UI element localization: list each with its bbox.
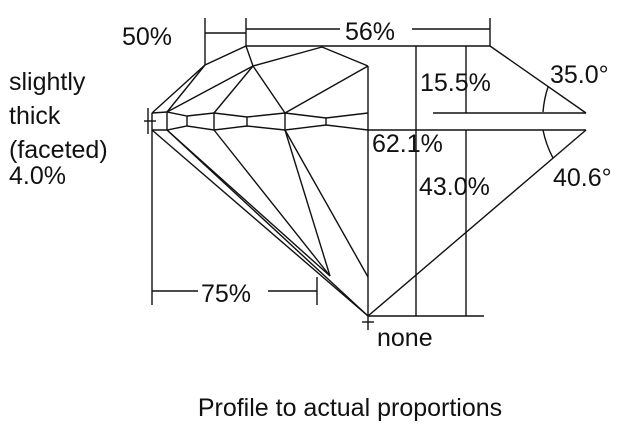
total-depth-label: 62.1% bbox=[372, 130, 443, 158]
pavilion-depth-label: 43.0% bbox=[419, 173, 490, 201]
girdle-label-line1: slightly bbox=[9, 68, 86, 96]
star-label: 75% bbox=[201, 280, 251, 308]
pavilion-angle-label: 40.6° bbox=[553, 164, 612, 192]
crown-facets bbox=[166, 45, 369, 114]
girdle-facets bbox=[144, 108, 369, 134]
caption: Profile to actual proportions bbox=[198, 394, 502, 422]
pavilion-facets bbox=[166, 129, 369, 317]
table-label: 56% bbox=[345, 18, 395, 46]
lower-girdle-label: 50% bbox=[122, 23, 172, 51]
girdle-label-line2: thick bbox=[9, 102, 61, 130]
dimension-lines bbox=[151, 18, 554, 330]
girdle-label-line3: (faceted) bbox=[9, 136, 108, 164]
crown-height-label: 15.5% bbox=[420, 69, 491, 97]
girdle-pct-label: 4.0% bbox=[9, 162, 66, 190]
crown-angle-label: 35.0° bbox=[550, 61, 609, 89]
culet-label: none bbox=[377, 324, 433, 352]
diamond-outline bbox=[151, 45, 587, 317]
